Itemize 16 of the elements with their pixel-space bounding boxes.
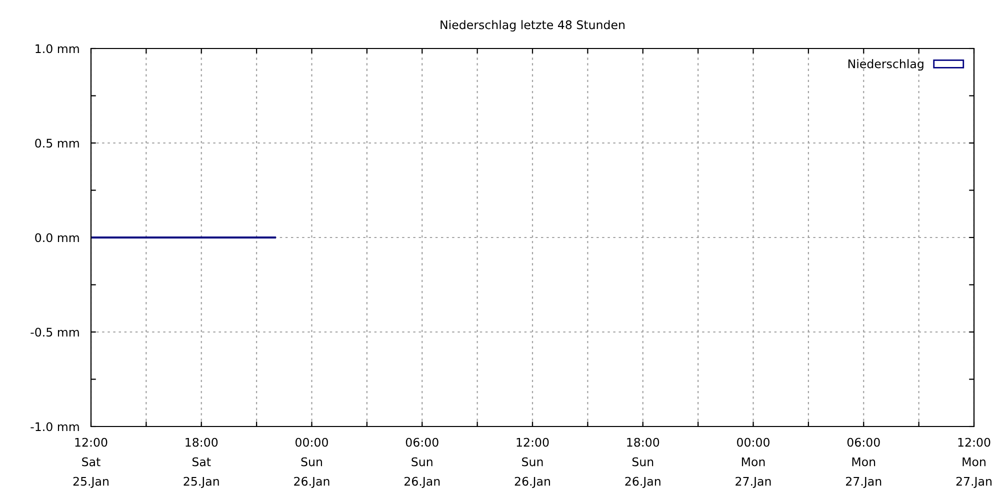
x-tick-label: 18:00 Sat 25.Jan bbox=[184, 438, 219, 488]
y-tick-label: 0.5 mm bbox=[35, 138, 79, 148]
x-tick-label: 12:00 Sun 26.Jan bbox=[514, 438, 550, 488]
x-tick-label: 18:00 Sun 26.Jan bbox=[625, 438, 660, 488]
legend-label: Niederschlag bbox=[848, 59, 924, 71]
x-tick-label: 00:00 Sun 26.Jan bbox=[294, 438, 330, 488]
x-tick-label: 00:00 Mon 27.Jan bbox=[736, 438, 771, 488]
x-tick-label: 12:00 Sat 25.Jan bbox=[73, 438, 108, 488]
y-tick-label: -0.5 mm bbox=[30, 328, 79, 337]
y-tick-label: 1.0 mm bbox=[36, 44, 79, 54]
chart-title: Niederschlag letzte 48 Stunden bbox=[440, 20, 624, 32]
y-tick-label: -1.0 mm bbox=[30, 422, 79, 432]
y-tick-label: 0.0 mm bbox=[35, 233, 79, 242]
x-tick-label: 06:00 Sun 26.Jan bbox=[404, 438, 440, 488]
x-tick-label: 12:00 Mon 27.Jan bbox=[956, 438, 992, 488]
x-tick-label: 06:00 Mon 27.Jan bbox=[846, 438, 882, 488]
